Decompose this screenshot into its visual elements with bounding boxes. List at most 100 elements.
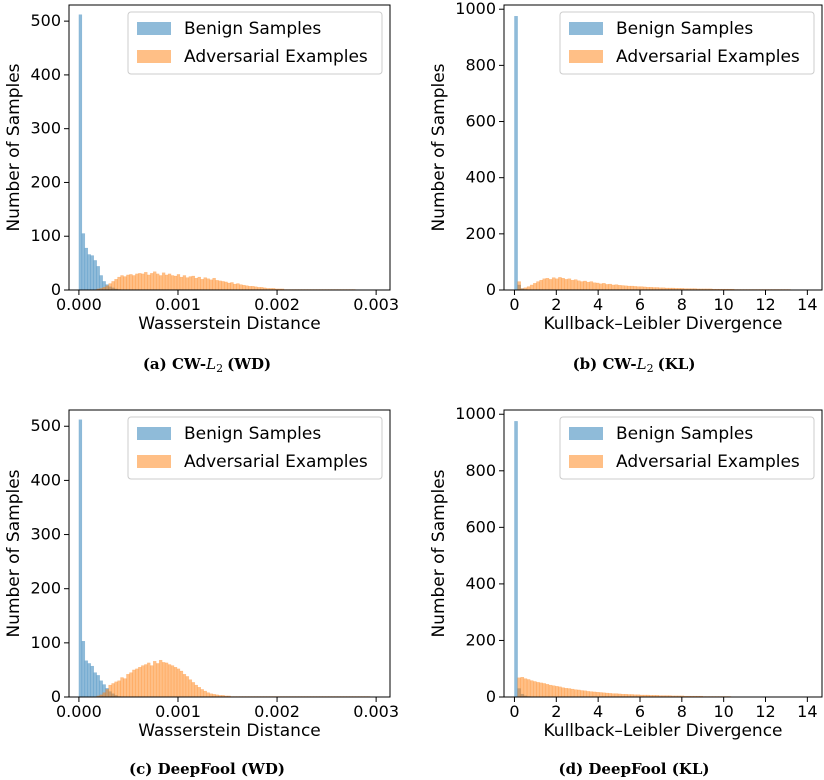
legend-swatch-benign bbox=[137, 22, 171, 35]
histogram-bar bbox=[126, 274, 130, 291]
histogram-bar bbox=[242, 284, 246, 291]
y-tick-label: 800 bbox=[465, 55, 496, 74]
histogram-bar bbox=[182, 674, 187, 698]
histogram-bar bbox=[90, 665, 94, 698]
x-tick-label: 8 bbox=[677, 702, 687, 721]
x-tick-label: 2 bbox=[551, 295, 561, 314]
histogram-bar bbox=[614, 693, 619, 698]
histogram-bar bbox=[605, 284, 609, 291]
x-tick-label: 0.000 bbox=[56, 295, 102, 314]
histogram-bar bbox=[108, 684, 112, 698]
x-tick-label: 0.002 bbox=[254, 702, 300, 721]
histogram-bar bbox=[620, 285, 625, 291]
histogram-bar bbox=[564, 279, 569, 291]
histogram-bar bbox=[605, 692, 609, 698]
histogram-bar bbox=[514, 421, 518, 698]
legend-box bbox=[559, 416, 815, 480]
x-tick-label: 2 bbox=[551, 702, 561, 721]
histogram-bar bbox=[529, 680, 534, 698]
histogram-bar bbox=[93, 260, 97, 291]
histogram-bar bbox=[608, 283, 612, 291]
histogram-bar bbox=[542, 278, 547, 291]
histogram-bar bbox=[135, 273, 139, 291]
histogram-bar bbox=[111, 683, 115, 698]
histogram-bar bbox=[188, 679, 193, 698]
histogram-bar bbox=[564, 688, 569, 698]
histogram-bar bbox=[548, 279, 553, 291]
histogram-bar bbox=[551, 277, 556, 291]
histogram-bar bbox=[87, 254, 91, 291]
y-tick-label: 400 bbox=[30, 470, 61, 489]
series-adversarial bbox=[96, 271, 356, 291]
histogram-bar bbox=[200, 279, 204, 291]
caption-suffix: (WD) bbox=[227, 355, 271, 373]
y-tick-label: 1000 bbox=[455, 0, 496, 18]
y-tick-label: 800 bbox=[465, 461, 496, 480]
x-tick-label: 0.000 bbox=[56, 702, 102, 721]
histogram-bar bbox=[589, 691, 594, 698]
histogram-bar bbox=[517, 281, 521, 291]
histogram-bar bbox=[630, 285, 634, 291]
x-axis-label: Wasserstein Distance bbox=[138, 314, 321, 334]
histogram-bar bbox=[536, 682, 540, 698]
histogram-bar bbox=[545, 684, 550, 698]
histogram-bar bbox=[164, 274, 169, 291]
legend-swatch-adversarial bbox=[137, 455, 171, 468]
histogram-bar bbox=[126, 674, 130, 698]
axes-frame bbox=[68, 4, 391, 291]
histogram-bar bbox=[170, 665, 175, 698]
caption-subscript: 2 bbox=[216, 362, 223, 375]
histogram-bar bbox=[170, 275, 175, 291]
histogram-bar bbox=[627, 285, 631, 291]
histogram-bar bbox=[539, 682, 543, 698]
y-tick-label: 0 bbox=[51, 687, 61, 706]
histogram-bar bbox=[138, 667, 142, 698]
histogram-bar bbox=[539, 279, 543, 291]
histogram-bar bbox=[567, 278, 572, 291]
histogram-bar bbox=[558, 686, 562, 698]
panel-caption: (a) CW-L2 (WD) bbox=[143, 355, 271, 375]
histogram-bar bbox=[147, 662, 151, 698]
histogram-bar bbox=[218, 280, 222, 291]
y-tick-label: 100 bbox=[30, 226, 61, 245]
x-tick-label: 14 bbox=[797, 702, 817, 721]
histogram-bar bbox=[138, 273, 142, 291]
histogram-bar bbox=[185, 676, 190, 698]
histogram-bar bbox=[203, 277, 207, 291]
legend-label-adversarial: Adversarial Examples bbox=[184, 47, 368, 67]
legend-box bbox=[559, 11, 815, 75]
histogram-bar bbox=[203, 690, 207, 698]
legend-box bbox=[127, 416, 383, 480]
y-tick-label: 600 bbox=[465, 517, 496, 536]
histogram-bar bbox=[129, 672, 133, 698]
histogram-bar bbox=[551, 685, 556, 698]
histogram-bar bbox=[102, 692, 106, 698]
x-tick-label: 8 bbox=[677, 295, 687, 314]
histogram-bar bbox=[598, 692, 603, 698]
histogram-bar bbox=[176, 668, 181, 698]
y-tick-label: 500 bbox=[30, 416, 61, 435]
histogram-bar bbox=[573, 279, 578, 291]
histogram-bar bbox=[114, 279, 118, 291]
panel-caption: (b) CW-L2 (KL) bbox=[573, 355, 696, 375]
x-tick-label: 10 bbox=[713, 702, 733, 721]
histogram-bar bbox=[580, 690, 584, 698]
series-adversarial bbox=[96, 659, 371, 698]
legend-label-adversarial: Adversarial Examples bbox=[616, 47, 800, 67]
histogram-bar bbox=[583, 690, 587, 698]
histogram-bar bbox=[158, 275, 163, 291]
histogram-bar bbox=[577, 280, 581, 291]
x-tick-label: 12 bbox=[755, 295, 775, 314]
y-tick-label: 400 bbox=[465, 574, 496, 593]
histogram-bar bbox=[526, 679, 531, 698]
histogram-bar bbox=[636, 286, 641, 291]
histogram-bar bbox=[570, 688, 575, 698]
histogram-bar bbox=[526, 286, 531, 291]
histogram-bar bbox=[209, 279, 213, 291]
legend-box bbox=[127, 11, 383, 75]
histogram-bar bbox=[517, 677, 521, 698]
histogram-bar bbox=[141, 273, 145, 291]
histogram-bar bbox=[93, 672, 97, 698]
y-tick-label: 0 bbox=[51, 280, 61, 299]
